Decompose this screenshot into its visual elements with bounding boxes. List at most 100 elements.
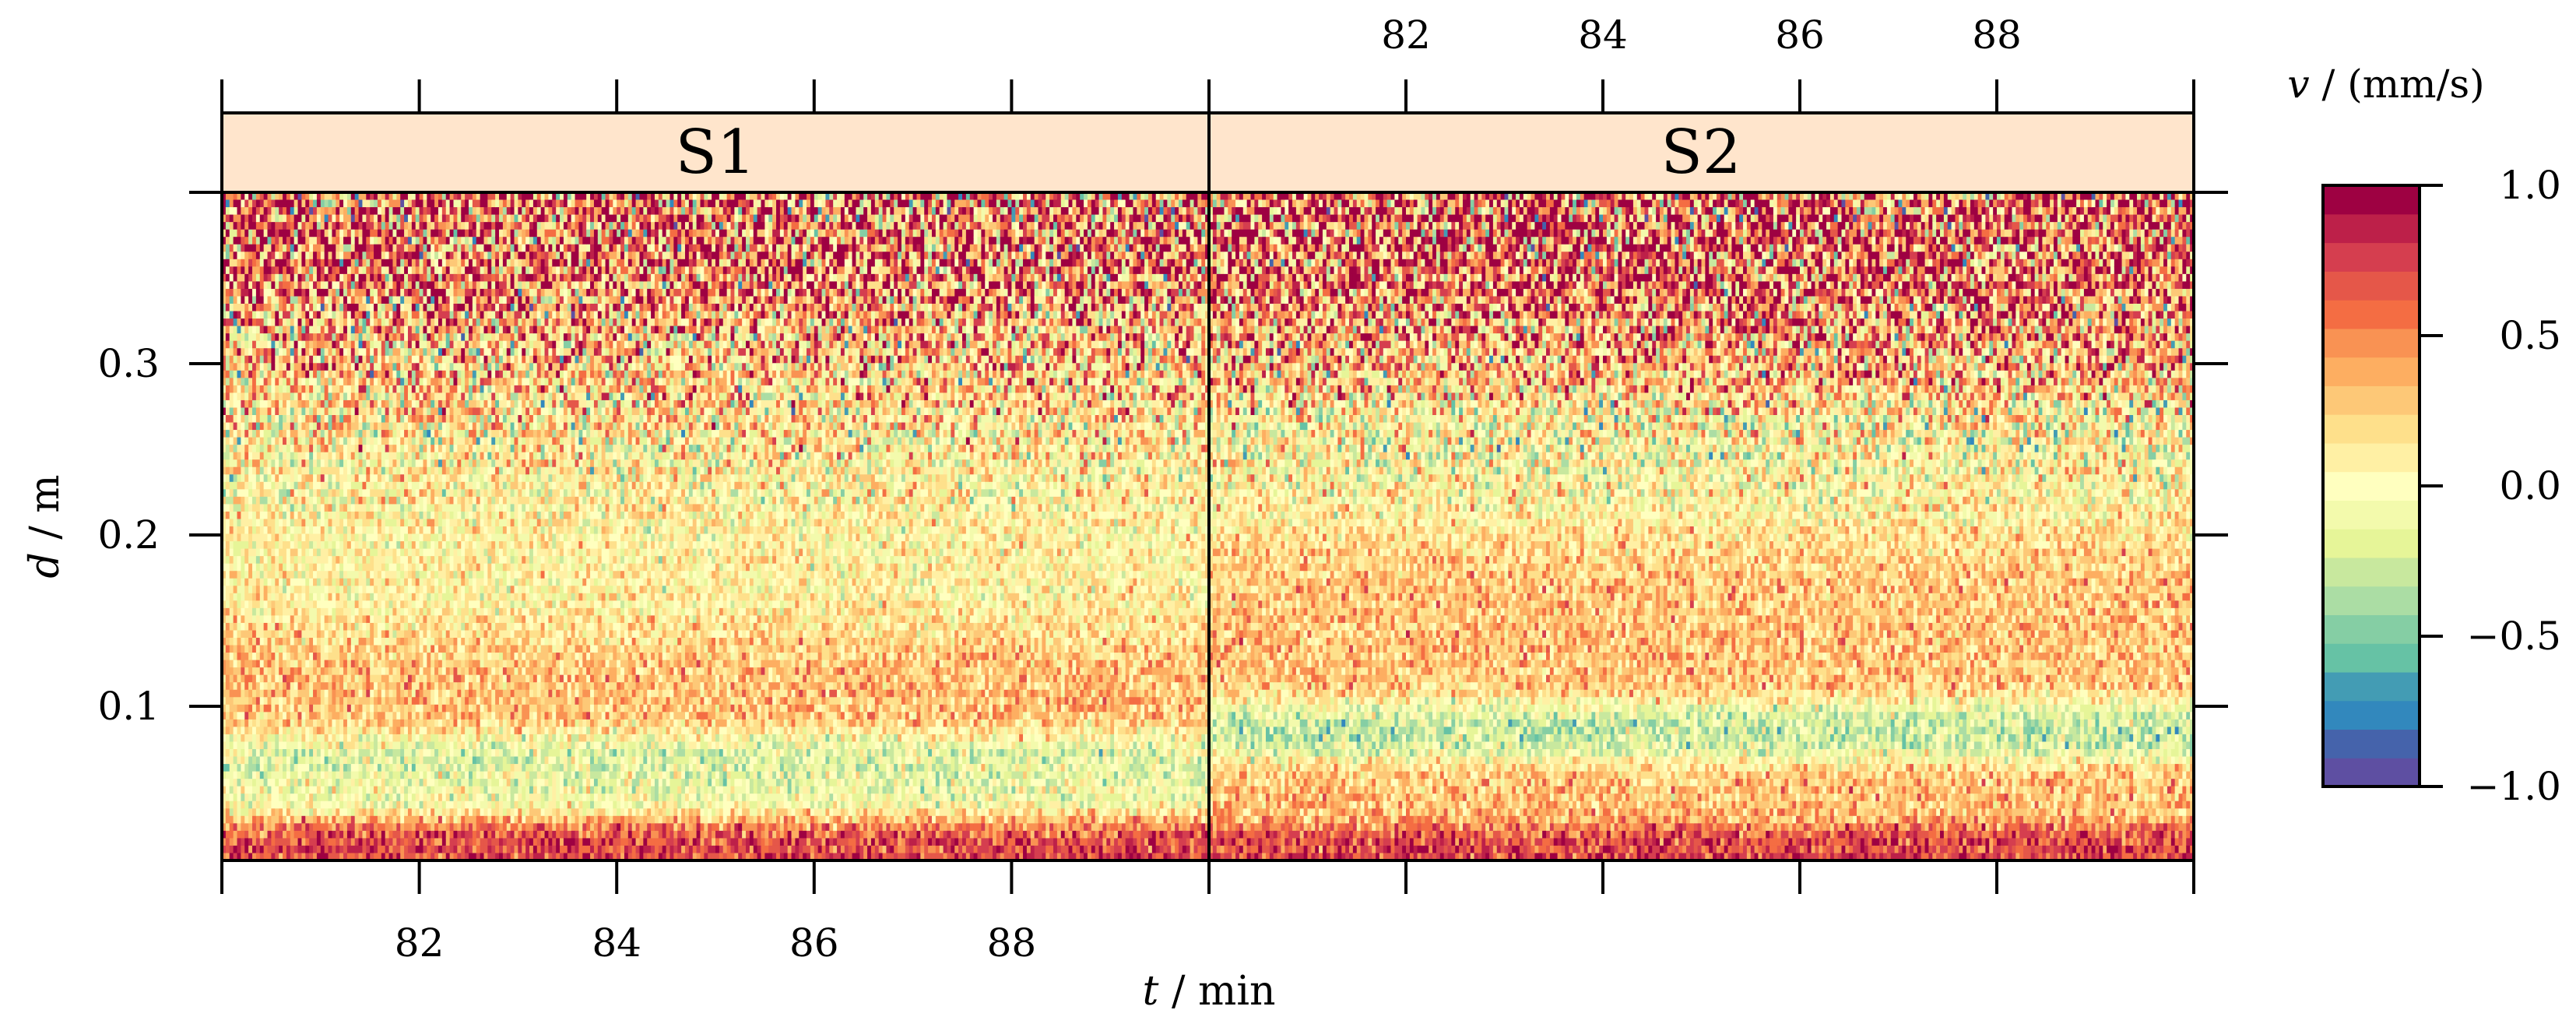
heat-cell [283, 571, 286, 579]
heat-cell [283, 720, 286, 727]
heat-cell [234, 519, 237, 526]
heat-cell [244, 697, 248, 705]
heat-cell [226, 237, 230, 245]
heat-cell [309, 564, 313, 572]
heat-cell [290, 281, 294, 289]
heat-cell [317, 474, 321, 482]
heat-cell [313, 430, 317, 438]
heat-cell [271, 348, 275, 356]
heat-cell [248, 608, 252, 616]
heat-cell [305, 526, 309, 534]
heat-cell [275, 653, 279, 660]
heat-cell [260, 667, 264, 675]
heat-cell [290, 638, 294, 646]
heat-cell [248, 808, 252, 816]
heat-cell [294, 296, 298, 304]
heat-cell [317, 385, 321, 393]
heat-cell [260, 779, 264, 786]
heat-cell [332, 690, 336, 698]
heat-cell [309, 259, 313, 267]
heat-cell [313, 586, 317, 593]
heat-cell [252, 266, 256, 274]
heat-cell [298, 371, 302, 378]
heat-cell [248, 512, 252, 519]
heat-cell [325, 541, 329, 549]
heat-cell [275, 318, 279, 326]
heat-cell [301, 200, 305, 208]
heat-cell [286, 549, 290, 557]
heat-cell [305, 667, 309, 675]
heat-cell [271, 378, 275, 385]
heat-cell [294, 438, 298, 445]
heat-cell [230, 823, 234, 831]
heat-cell [283, 667, 286, 675]
heat-cell [244, 304, 248, 311]
heat-cell [268, 720, 272, 727]
heat-cell [294, 230, 298, 238]
heat-cell [226, 296, 230, 304]
heat-cell [294, 831, 298, 839]
heat-cell [230, 608, 234, 616]
heat-cell [226, 608, 230, 616]
heat-cell [260, 378, 264, 385]
heat-cell [241, 371, 244, 378]
heat-cell [305, 682, 309, 690]
heat-cell [329, 660, 332, 668]
heat-cell [230, 579, 234, 586]
strip-label-s1: S1 [675, 118, 755, 188]
heat-cell [329, 675, 332, 683]
heat-cell [264, 252, 268, 259]
heat-cell [298, 430, 302, 438]
heat-cell [256, 846, 260, 853]
heat-cell [271, 808, 275, 816]
heat-cell [329, 772, 332, 779]
heat-cell [325, 690, 329, 698]
heat-cell [230, 801, 234, 809]
heat-cell [329, 266, 332, 274]
heat-cell [256, 712, 260, 720]
heat-cell [309, 311, 313, 319]
heat-cell [256, 579, 260, 586]
heat-cell [237, 378, 241, 385]
heat-cell [329, 452, 332, 460]
heat-cell [317, 541, 321, 549]
heat-cell [283, 638, 286, 646]
heat-cell [226, 593, 230, 601]
heat-cell [317, 333, 321, 341]
heat-cell [283, 586, 286, 593]
heat-cell [332, 245, 336, 252]
heat-cell [264, 593, 268, 601]
heat-cell [234, 838, 237, 846]
heat-cell [301, 660, 305, 668]
heat-cell [290, 497, 294, 505]
heat-cell [264, 764, 268, 772]
heat-cell [271, 245, 275, 252]
heat-cell [283, 326, 286, 334]
heat-cell [309, 474, 313, 482]
heat-cell [275, 727, 279, 734]
heat-cell [329, 274, 332, 282]
heat-cell [290, 200, 294, 208]
heat-cell [286, 371, 290, 378]
heat-cell [256, 526, 260, 534]
heat-cell [286, 489, 290, 497]
heat-cell [325, 504, 329, 512]
heat-cell [286, 690, 290, 698]
heat-cell [305, 757, 309, 765]
heat-cell [271, 519, 275, 526]
heat-cell [325, 608, 329, 616]
heat-cell [271, 705, 275, 713]
heat-cell [234, 459, 237, 467]
heat-cell [268, 392, 272, 400]
heat-cell [294, 786, 298, 794]
heat-cell [241, 318, 244, 326]
heat-cell [230, 392, 234, 400]
heat-cell [290, 556, 294, 564]
heat-cell [260, 705, 264, 713]
heat-cell [268, 237, 272, 245]
heat-cell [237, 304, 241, 311]
heat-cell [226, 392, 230, 400]
heat-cell [268, 831, 272, 839]
heat-cell [248, 467, 252, 475]
heat-cell [325, 222, 329, 230]
